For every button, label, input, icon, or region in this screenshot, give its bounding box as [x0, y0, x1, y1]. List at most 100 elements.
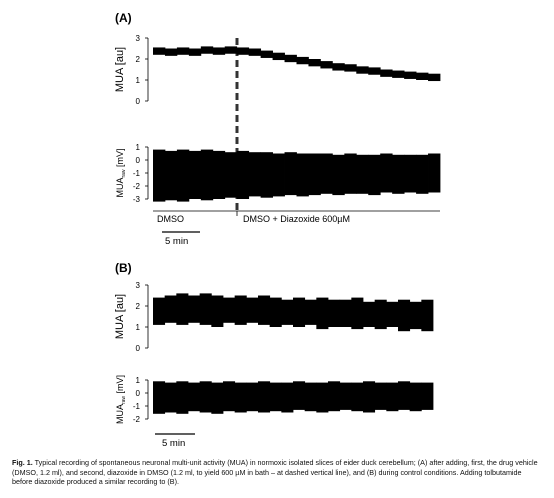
- signal-segment: [223, 381, 236, 412]
- y-tick-label: 0: [136, 389, 141, 398]
- panel-label: (A): [115, 11, 132, 25]
- signal-segment: [332, 154, 345, 196]
- y-tick-label: 3: [136, 281, 141, 290]
- y-axis-label-unit: [mV]: [115, 148, 125, 169]
- signal-segment: [380, 69, 393, 77]
- signal-segment: [398, 299, 411, 332]
- y-axis-label-main: MUA [au]: [114, 294, 126, 339]
- scale-label: 5 min: [162, 438, 185, 449]
- signal-segment: [269, 382, 282, 412]
- signal-segment: [260, 50, 273, 58]
- signal-segment: [153, 381, 166, 414]
- signal-segment: [392, 70, 405, 78]
- signal-segment: [211, 295, 224, 327]
- signal-segment: [211, 382, 224, 414]
- signal-segment: [293, 297, 306, 327]
- signal-segment: [234, 295, 247, 325]
- signal-segment: [224, 152, 238, 198]
- signal-segment: [332, 63, 345, 71]
- signal-segment: [224, 46, 238, 54]
- signal-segment: [281, 382, 294, 413]
- signal-segment: [272, 153, 285, 197]
- y-axis-label-main: MUA: [115, 404, 125, 424]
- panel-label: (B): [115, 261, 132, 275]
- signal-segment: [304, 382, 317, 412]
- y-tick-label: 0: [136, 344, 141, 353]
- signal-segment: [153, 297, 166, 325]
- signal-segment: [308, 59, 321, 67]
- signal-segment: [356, 66, 369, 74]
- signal-segment: [428, 153, 441, 193]
- caption: Fig. 1. Typical recording of spontaneous…: [12, 458, 542, 487]
- signal-segment: [308, 153, 321, 196]
- signal-segment: [398, 381, 411, 410]
- signal-segment: [281, 299, 294, 325]
- signal-segment: [199, 381, 212, 413]
- signal-segment: [356, 154, 369, 194]
- signal-segment: [296, 56, 309, 65]
- signal-segment: [421, 299, 434, 332]
- signal-segment: [328, 299, 341, 327]
- y-tick-label: 1: [136, 143, 141, 152]
- signal-segment: [176, 47, 190, 55]
- signal-segment: [153, 47, 166, 55]
- signal-segment: [304, 299, 317, 325]
- y-tick-label: 1: [136, 376, 141, 385]
- signal-segment: [188, 150, 202, 199]
- signal-segment: [363, 301, 376, 327]
- signal-segment: [269, 297, 282, 327]
- signal-segment: [316, 297, 329, 330]
- signal-segment: [188, 295, 201, 323]
- signal-segment: [316, 382, 329, 413]
- signal-segment: [328, 381, 341, 412]
- signal-segment: [404, 71, 417, 79]
- y-tick-label: -3: [133, 195, 141, 204]
- signal-segment: [236, 150, 250, 199]
- signal-segment: [258, 295, 271, 325]
- signal-segment: [176, 293, 189, 325]
- signal-segment: [188, 48, 202, 56]
- y-tick-label: 0: [136, 97, 141, 106]
- signal-segment: [409, 301, 422, 330]
- signal-segment: [374, 382, 387, 410]
- signal-segment: [351, 297, 364, 330]
- signal-segment: [416, 72, 429, 80]
- signal-segment: [236, 47, 250, 55]
- caption-text: Typical recording of spontaneous neurona…: [12, 458, 538, 486]
- y-tick-label: -2: [133, 182, 141, 191]
- signal-segment: [368, 154, 381, 196]
- signal-segment: [176, 149, 190, 202]
- signal-segment: [421, 382, 434, 410]
- signal-segment: [284, 54, 297, 63]
- signal-segment: [164, 48, 178, 56]
- y-axis-label: MUA [au]: [114, 47, 126, 92]
- signal-segment: [386, 301, 399, 327]
- caption-label: Fig. 1.: [12, 458, 33, 467]
- y-tick-label: -1: [133, 169, 141, 178]
- signal-segment: [199, 293, 212, 325]
- signal-segment: [404, 154, 417, 193]
- signal-segment: [320, 61, 333, 69]
- signal-segment: [234, 382, 247, 413]
- y-tick-label: 2: [136, 302, 141, 311]
- signal-segment: [248, 48, 262, 56]
- signal-segment: [246, 297, 259, 323]
- signal-segment: [293, 381, 306, 410]
- signal-segment: [339, 299, 352, 327]
- signal-segment: [212, 47, 226, 55]
- signal-segment: [200, 149, 214, 201]
- signal-segment: [284, 152, 297, 196]
- figure: (A) (B) DMSO DMSO + Diazoxide 600µM 5 mi…: [114, 11, 441, 449]
- signal-segment: [428, 73, 441, 82]
- y-tick-label: 2: [136, 55, 141, 64]
- signal-segment: [344, 64, 357, 72]
- signal-segment: [392, 154, 405, 194]
- y-tick-label: 1: [136, 323, 141, 332]
- y-axis-label: MUAraw [mV]: [115, 375, 127, 424]
- signal-segment: [363, 381, 376, 413]
- signal-segment: [386, 382, 399, 412]
- signal-segment: [416, 154, 429, 194]
- condition-label: DMSO + Diazoxide 600µM: [243, 214, 350, 224]
- signal-segment: [272, 52, 285, 61]
